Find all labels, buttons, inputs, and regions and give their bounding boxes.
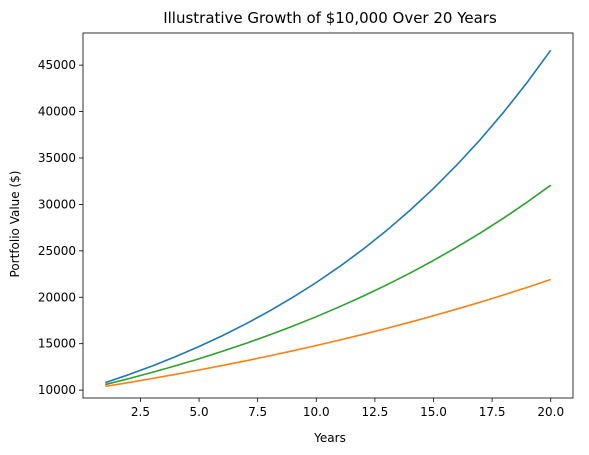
x-tick-label: 20.0 (537, 405, 564, 419)
x-axis: 2.5 5.0 7.5 10.0 12.5 15.0 17.5 20.0 (131, 398, 564, 419)
x-tick-label: 17.5 (479, 405, 506, 419)
plot-frame (82, 32, 574, 399)
y-axis: 10000 15000 20000 25000 30000 35000 40000 45000 (38, 58, 83, 397)
x-tick-label: 2.5 (131, 405, 150, 419)
y-tick-label: 30000 (38, 197, 76, 211)
y-axis-label: Portfolio Value ($) (8, 171, 22, 278)
x-tick-label: 5.0 (190, 405, 209, 419)
y-tick-label: 40000 (38, 105, 76, 119)
y-tick-label: 45000 (38, 58, 76, 72)
y-tick-label: 10000 (38, 383, 76, 397)
y-tick-label: 35000 (38, 151, 76, 165)
series-lines (105, 49, 552, 388)
x-tick-label: 7.5 (248, 405, 267, 419)
chart-title: Illustrative Growth of $10,000 Over 20 Y… (163, 9, 497, 27)
y-tick-label: 15000 (38, 337, 76, 351)
x-tick-label: 12.5 (362, 405, 389, 419)
x-tick-label: 10.0 (303, 405, 330, 419)
series-line-2 (105, 278, 551, 388)
y-tick-label: 20000 (38, 290, 76, 304)
x-axis-label: Years (313, 431, 346, 445)
series-line-3 (105, 184, 552, 386)
series-line-1 (105, 49, 552, 384)
y-tick-label: 25000 (38, 244, 76, 258)
x-tick-label: 15.0 (420, 405, 447, 419)
